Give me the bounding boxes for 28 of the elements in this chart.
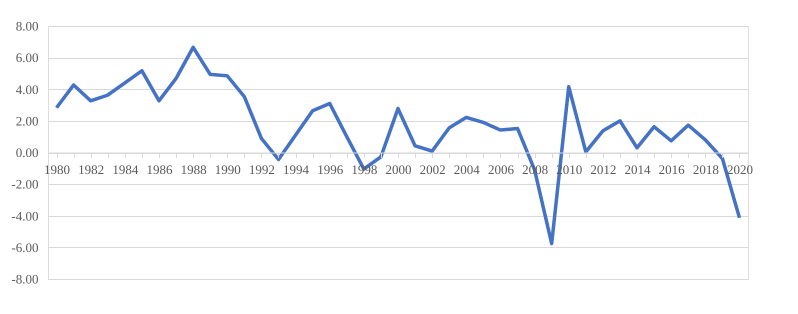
x-tick-label: 1980: [44, 162, 70, 177]
x-tick-label: 1984: [112, 162, 139, 177]
x-tick-label: 2004: [454, 162, 480, 177]
x-tick-label: 2000: [386, 162, 412, 177]
x-tick-label: 2012: [590, 162, 616, 177]
x-tick-label: 1996: [317, 162, 344, 177]
y-tick-label: -2.00: [11, 176, 38, 192]
y-tick-label: 6.00: [16, 50, 38, 66]
x-tick-label: 2018: [692, 162, 719, 177]
x-tick-label: 1986: [146, 162, 173, 177]
x-tick-label: 1990: [214, 162, 241, 177]
x-tick-label: 2002: [420, 162, 446, 177]
x-tick-label: 2006: [488, 162, 514, 177]
y-tick-label: 4.00: [16, 82, 38, 97]
x-tick-label: 1998: [351, 162, 378, 177]
x-tick-label: 2020: [726, 162, 753, 177]
y-tick-label: 0.00: [16, 145, 38, 160]
x-tick-label: 1982: [78, 162, 104, 177]
y-tick-label: 8.00: [16, 18, 38, 34]
y-tick-label: -8.00: [11, 272, 38, 286]
x-tick-label: 1992: [248, 162, 275, 177]
y-tick-label: -6.00: [11, 240, 38, 255]
x-tick-label: 2014: [624, 162, 652, 177]
x-tick-label: 2016: [658, 162, 686, 177]
y-tick-label: -4.00: [11, 208, 38, 224]
x-tick-label: 1988: [180, 162, 207, 177]
x-tick-label: 1994: [283, 162, 310, 177]
y-tick-label: 2.00: [16, 113, 38, 128]
